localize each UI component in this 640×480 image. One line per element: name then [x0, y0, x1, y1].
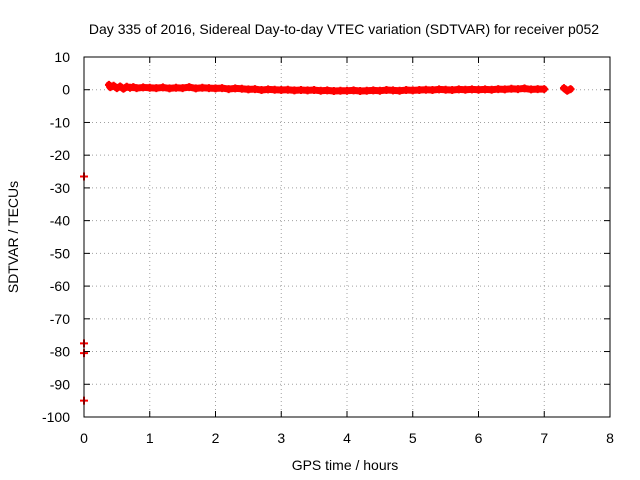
- y-tick-label: -90: [50, 376, 70, 392]
- y-tick-label: -80: [50, 344, 70, 360]
- y-tick-label: 0: [62, 82, 70, 98]
- axis-ticks: [83, 56, 611, 418]
- x-tick-label: 3: [277, 430, 285, 446]
- x-tick-labels: 0 1 2 3 4 5 6 7 8: [80, 430, 614, 446]
- x-tick-label: 4: [343, 430, 351, 446]
- x-tick-label: 8: [606, 430, 614, 446]
- y-tick-label: -70: [50, 311, 70, 327]
- x-tick-label: 6: [475, 430, 483, 446]
- x-tick-label: 0: [80, 430, 88, 446]
- y-tick-labels: 10 0 -10 -20 -30 -40 -50 -60 -70 -80 -90 -100: [42, 49, 70, 425]
- y-tick-label: -100: [42, 409, 70, 425]
- grid-layer: [84, 57, 610, 417]
- data-trace-segment: [563, 85, 575, 95]
- y-tick-label: -10: [50, 114, 70, 130]
- x-tick-label: 1: [146, 430, 154, 446]
- x-tick-label: 2: [212, 430, 220, 446]
- x-tick-label: 7: [540, 430, 548, 446]
- x-tick-label: 5: [409, 430, 417, 446]
- x-axis-label: GPS time / hours: [292, 457, 399, 473]
- y-tick-label: 10: [54, 49, 70, 65]
- chart-title: Day 335 of 2016, Sidereal Day-to-day VTE…: [89, 21, 599, 37]
- y-axis-label: SDTVAR / TECUs: [5, 181, 21, 293]
- y-tick-label: -40: [50, 213, 70, 229]
- data-points: [80, 80, 575, 405]
- y-tick-label: -60: [50, 278, 70, 294]
- y-tick-label: -20: [50, 147, 70, 163]
- y-tick-label: -50: [50, 245, 70, 261]
- y-tick-label: -30: [50, 180, 70, 196]
